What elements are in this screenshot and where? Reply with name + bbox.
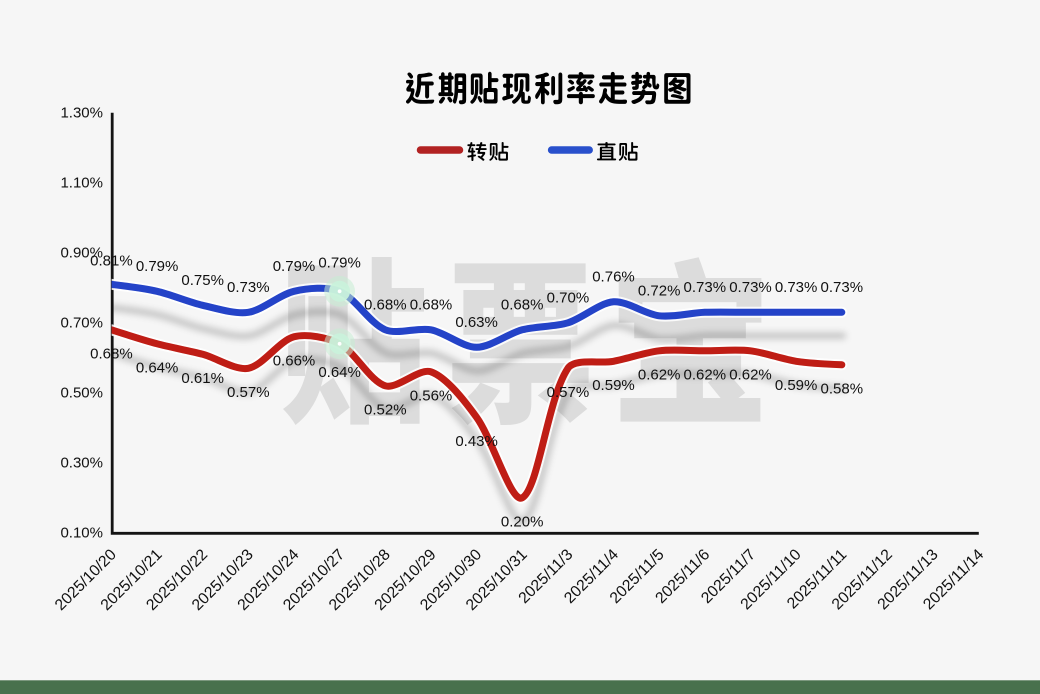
svg-text:0.10%: 0.10%: [60, 525, 103, 542]
svg-text:0.75%: 0.75%: [181, 272, 224, 289]
svg-text:0.68%: 0.68%: [501, 297, 544, 314]
svg-text:0.68%: 0.68%: [364, 297, 407, 314]
svg-text:0.70%: 0.70%: [60, 315, 103, 332]
svg-text:0.57%: 0.57%: [227, 384, 270, 401]
svg-text:0.52%: 0.52%: [364, 402, 407, 419]
svg-text:0.20%: 0.20%: [501, 514, 544, 531]
svg-text:0.63%: 0.63%: [455, 314, 498, 331]
svg-text:0.70%: 0.70%: [547, 290, 590, 307]
svg-text:0.30%: 0.30%: [60, 455, 103, 472]
svg-text:0.61%: 0.61%: [181, 370, 224, 387]
svg-text:0.76%: 0.76%: [592, 269, 635, 286]
svg-text:0.56%: 0.56%: [410, 388, 453, 405]
svg-text:0.72%: 0.72%: [638, 283, 681, 300]
svg-text:0.73%: 0.73%: [775, 279, 818, 296]
svg-text:0.79%: 0.79%: [273, 258, 316, 275]
svg-text:0.59%: 0.59%: [592, 377, 635, 394]
svg-text:0.62%: 0.62%: [638, 367, 681, 384]
svg-text:0.73%: 0.73%: [729, 279, 772, 296]
svg-text:0.64%: 0.64%: [318, 364, 361, 381]
svg-text:0.81%: 0.81%: [90, 253, 133, 270]
svg-text:0.43%: 0.43%: [455, 433, 498, 450]
svg-text:0.66%: 0.66%: [273, 353, 316, 370]
svg-text:0.73%: 0.73%: [684, 279, 727, 296]
svg-text:0.58%: 0.58%: [821, 381, 864, 398]
svg-text:0.62%: 0.62%: [729, 367, 772, 384]
svg-text:0.90%: 0.90%: [60, 245, 103, 262]
svg-text:1.30%: 1.30%: [60, 105, 103, 122]
svg-text:0.57%: 0.57%: [547, 384, 590, 401]
svg-text:0.68%: 0.68%: [90, 346, 133, 363]
svg-text:0.68%: 0.68%: [410, 297, 453, 314]
svg-text:0.62%: 0.62%: [684, 367, 727, 384]
svg-text:1.10%: 1.10%: [60, 175, 103, 192]
svg-text:0.59%: 0.59%: [775, 377, 818, 394]
svg-text:0.50%: 0.50%: [60, 385, 103, 402]
svg-text:0.79%: 0.79%: [318, 255, 361, 272]
svg-text:0.73%: 0.73%: [821, 279, 864, 296]
svg-text:0.79%: 0.79%: [136, 258, 179, 275]
svg-text:0.73%: 0.73%: [227, 279, 270, 296]
svg-text:0.64%: 0.64%: [136, 360, 179, 377]
